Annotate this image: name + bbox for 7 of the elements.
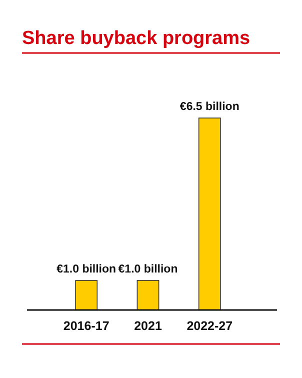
x-tick-label: 2022-27	[186, 319, 233, 333]
chart-title: Share buyback programs	[22, 28, 250, 49]
x-tick-label: 2016-17	[63, 319, 110, 333]
data-label: €1.0 billion	[118, 263, 178, 276]
data-label: €6.5 billion	[180, 101, 240, 113]
data-label: €1.0 billion	[56, 263, 116, 276]
x-tick-label: 2021	[134, 319, 162, 333]
